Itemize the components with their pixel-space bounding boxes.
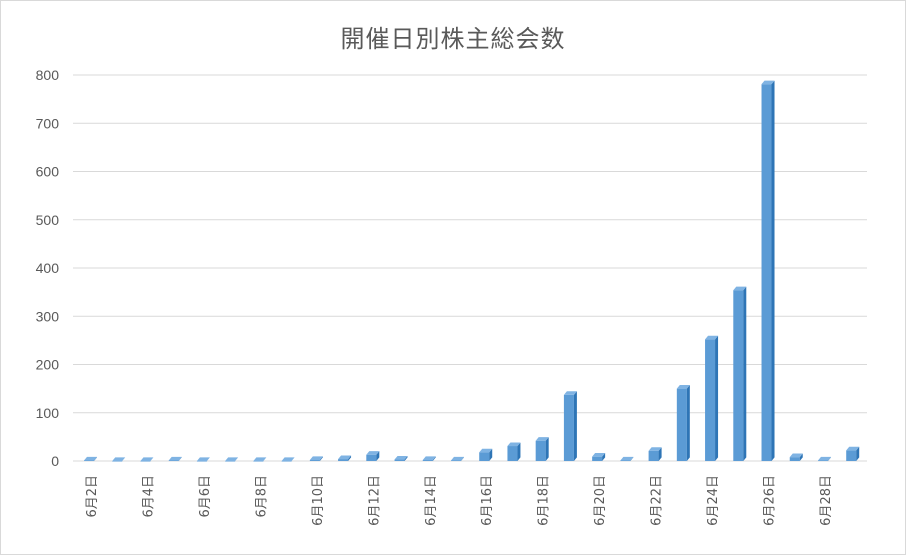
bar bbox=[535, 437, 549, 461]
x-tick-label: 6月16日 bbox=[480, 475, 495, 526]
y-tick-label: 800 bbox=[36, 67, 60, 83]
y-tick-label: 700 bbox=[36, 115, 60, 131]
x-tick-label: 6月4日 bbox=[141, 475, 156, 518]
y-tick-label: 300 bbox=[36, 308, 60, 324]
bar bbox=[338, 455, 352, 461]
bar bbox=[563, 391, 577, 461]
x-axis-ticks: 6月2日 6月4日 6月6日 6月8日 6月10日 6月12日 6月14日 6月16日 6月18… bbox=[85, 475, 834, 526]
y-tick-label: 500 bbox=[36, 212, 60, 228]
bar bbox=[309, 456, 323, 461]
bar bbox=[479, 448, 493, 461]
bar bbox=[281, 457, 295, 462]
y-axis-ticks: 0 100 200 300 400 500 600 700 800 bbox=[36, 67, 60, 469]
gridlines bbox=[73, 74, 867, 462]
x-tick-label: 6月2日 bbox=[85, 475, 100, 518]
x-tick-label: 6月18日 bbox=[537, 475, 552, 526]
y-tick-label: 400 bbox=[36, 260, 60, 276]
x-tick-label: 6月28日 bbox=[819, 475, 834, 526]
bar bbox=[394, 455, 408, 461]
x-tick-label: 6月8日 bbox=[254, 475, 269, 518]
x-tick-label: 6月24日 bbox=[706, 475, 721, 526]
x-tick-label: 6月10日 bbox=[311, 475, 326, 526]
bar bbox=[733, 286, 747, 461]
bar bbox=[366, 451, 380, 461]
bar bbox=[140, 457, 154, 462]
bar bbox=[84, 456, 97, 462]
y-tick-label: 600 bbox=[36, 164, 60, 180]
bar bbox=[168, 456, 182, 462]
bar bbox=[761, 80, 775, 461]
bar bbox=[196, 457, 210, 462]
y-tick-label: 100 bbox=[36, 405, 60, 421]
x-tick-label: 6月22日 bbox=[650, 475, 665, 526]
bar bbox=[450, 456, 464, 462]
x-tick-label: 6月26日 bbox=[763, 475, 778, 526]
bar bbox=[676, 385, 690, 461]
bar bbox=[112, 457, 126, 462]
y-tick-label: 200 bbox=[36, 357, 60, 373]
bar bbox=[789, 453, 803, 461]
bar bbox=[817, 456, 831, 462]
x-tick-label: 6月6日 bbox=[198, 475, 213, 518]
bar bbox=[846, 446, 860, 461]
chart-title: 開催日別株主総会数 bbox=[340, 25, 566, 53]
bar bbox=[592, 453, 606, 461]
bar bbox=[620, 456, 634, 462]
bar bbox=[648, 447, 662, 461]
bar bbox=[225, 457, 239, 462]
x-tick-label: 6月20日 bbox=[593, 475, 608, 526]
bars bbox=[84, 80, 860, 462]
x-tick-label: 6月14日 bbox=[424, 475, 439, 526]
y-tick-label: 0 bbox=[51, 453, 59, 469]
bar bbox=[422, 456, 436, 461]
x-tick-label: 6月12日 bbox=[367, 475, 382, 526]
bar bbox=[253, 457, 267, 462]
bar bbox=[705, 335, 719, 461]
bar bbox=[507, 442, 521, 461]
